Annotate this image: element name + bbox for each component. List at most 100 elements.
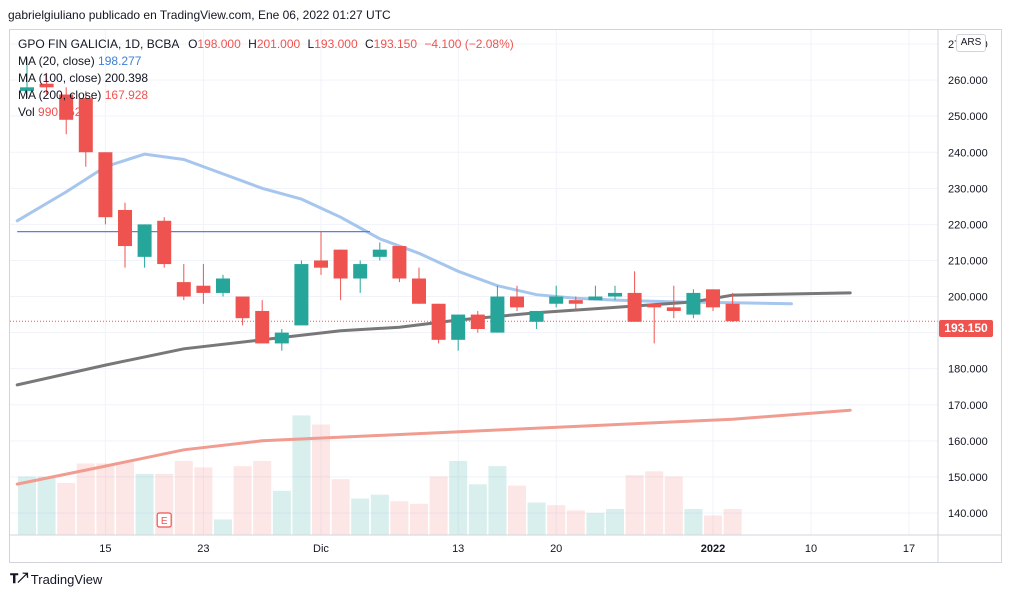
candle bbox=[59, 87, 74, 135]
candle bbox=[666, 285, 681, 319]
time-axis: 15 23 Dic 13 20 2022 10 17 bbox=[10, 534, 1001, 555]
candle bbox=[706, 289, 720, 311]
volume-bar bbox=[233, 466, 252, 535]
candle bbox=[78, 90, 93, 167]
candle-body bbox=[392, 246, 407, 279]
candle bbox=[392, 246, 407, 283]
candle-body bbox=[470, 314, 485, 329]
ma100-row: MA (100, close) 200.398 bbox=[18, 70, 514, 87]
ma20-row: MA (20, close) 198.277 bbox=[18, 53, 514, 70]
ma200-line bbox=[15, 408, 852, 486]
ma100-label: MA (100, close) bbox=[18, 71, 102, 85]
y-tick-label: 210.000 bbox=[948, 255, 988, 267]
candle bbox=[196, 264, 211, 304]
volume-bar bbox=[253, 460, 272, 535]
x-tick-label: Dic bbox=[313, 543, 329, 555]
x-tick-label: 20 bbox=[550, 543, 562, 555]
ma200-row: MA (200, close) 167.928 bbox=[18, 87, 514, 104]
volume-row: Vol 990.352K bbox=[18, 104, 514, 121]
volume-bar bbox=[449, 460, 468, 535]
candle-body bbox=[725, 303, 740, 322]
volume-bar bbox=[410, 503, 428, 535]
high-value: 201.000 bbox=[256, 37, 301, 51]
candle bbox=[294, 260, 309, 326]
grid bbox=[10, 30, 938, 535]
candle-body bbox=[137, 224, 152, 257]
close-value: 193.150 bbox=[373, 37, 418, 51]
candle bbox=[510, 285, 524, 311]
volume-bar bbox=[57, 483, 76, 535]
volume-bar bbox=[606, 509, 624, 535]
candle-body bbox=[706, 289, 720, 308]
candle-body bbox=[39, 83, 54, 88]
candle bbox=[255, 300, 270, 344]
volume-bar bbox=[684, 509, 703, 535]
y-tick-label: 260.000 bbox=[948, 75, 988, 87]
volume-bar bbox=[174, 460, 193, 535]
candle-body bbox=[157, 220, 172, 265]
volume-value: 990.352K bbox=[38, 105, 90, 119]
candle-body bbox=[216, 278, 230, 293]
volume-bar bbox=[704, 515, 722, 535]
volume-bar bbox=[135, 473, 154, 535]
candle bbox=[20, 58, 34, 99]
candle bbox=[176, 264, 191, 301]
candle bbox=[568, 296, 583, 311]
candle-body bbox=[314, 260, 328, 268]
candle bbox=[549, 285, 564, 308]
candle-body bbox=[627, 292, 642, 322]
volume-bar bbox=[390, 501, 409, 535]
candle-body bbox=[98, 152, 113, 218]
y-tick-label: 220.000 bbox=[948, 219, 988, 231]
y-tick-label: 230.000 bbox=[948, 183, 988, 195]
candle bbox=[314, 231, 328, 275]
candle-body bbox=[118, 209, 132, 247]
volume-bar bbox=[18, 476, 36, 535]
y-tick-label: 200.000 bbox=[948, 292, 988, 304]
candles bbox=[20, 58, 740, 351]
x-tick-label: 17 bbox=[903, 543, 915, 555]
x-tick-label: 10 bbox=[805, 543, 817, 555]
symbol-name[interactable]: GPO FIN GALICIA, 1D, BCBA bbox=[18, 37, 179, 51]
volume-bar bbox=[292, 415, 311, 535]
chart-frame[interactable] bbox=[9, 29, 1002, 563]
candle bbox=[274, 329, 289, 351]
volume-bar bbox=[37, 476, 56, 535]
volume-bar bbox=[351, 498, 370, 535]
candle-body bbox=[78, 98, 93, 153]
volume-bar bbox=[214, 519, 232, 535]
y-tick-label: 150.000 bbox=[948, 472, 988, 484]
volume-bar bbox=[429, 476, 448, 535]
candle bbox=[529, 310, 544, 329]
volume-bar bbox=[312, 424, 330, 535]
volume-bar bbox=[96, 463, 115, 535]
ma200-value: 167.928 bbox=[104, 88, 149, 102]
y-tick-label: 180.000 bbox=[948, 364, 988, 376]
candle-body bbox=[333, 249, 348, 279]
candle-body bbox=[490, 296, 505, 333]
y-tick-label: 160.000 bbox=[948, 436, 988, 448]
volume-bar bbox=[547, 505, 566, 535]
volume-label: Vol bbox=[18, 105, 35, 119]
candle bbox=[372, 242, 387, 261]
candle bbox=[686, 289, 701, 319]
volume-bar bbox=[116, 462, 134, 535]
volume-bar bbox=[566, 510, 585, 535]
candle-body bbox=[510, 296, 524, 308]
candle-body bbox=[255, 310, 270, 344]
volume-bar bbox=[331, 479, 350, 535]
candle-body bbox=[686, 292, 701, 315]
candle-body bbox=[274, 332, 289, 344]
currency-badge[interactable]: ARS bbox=[956, 34, 986, 52]
brand-name[interactable]: TradingView bbox=[30, 571, 103, 587]
change-value: −4.100 (−2.08%) bbox=[424, 37, 514, 51]
candle bbox=[216, 274, 230, 297]
candle bbox=[725, 292, 740, 322]
candle-body bbox=[451, 314, 466, 340]
candle-body bbox=[20, 87, 34, 91]
y-tick-label: 140.000 bbox=[948, 508, 988, 520]
candle-body bbox=[294, 264, 309, 326]
publish-info: gabrielgiuliano publicado en TradingView… bbox=[8, 8, 391, 22]
ma200-label: MA (200, close) bbox=[18, 88, 102, 102]
